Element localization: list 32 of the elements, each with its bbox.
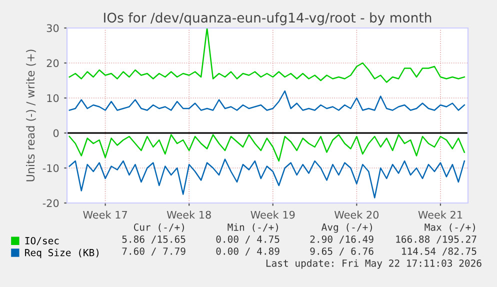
y-tick-label: -10 xyxy=(42,164,59,172)
text: Max (-/+) xyxy=(424,223,475,232)
line-series xyxy=(68,134,466,162)
x-tick-label: Week 17 xyxy=(83,210,127,219)
line-series xyxy=(68,158,466,198)
y-tick-label: -20 xyxy=(42,199,59,208)
text: Last update: Fri May 22 17:11:03 2026 xyxy=(266,259,482,269)
text: 5.86 /15.65 xyxy=(122,235,186,244)
y-tick-label: 10 xyxy=(47,94,59,102)
chart-title: IOs for /dev/quanza-eun-ufg14-vg/root - by month xyxy=(104,12,432,26)
line-series xyxy=(68,28,466,83)
x-tick-label: Week 19 xyxy=(250,210,295,219)
text: 166.88 /195.27 xyxy=(396,235,476,244)
text: 7.60 / 7.79 xyxy=(122,247,186,256)
x-tick-label: Week 21 xyxy=(418,210,462,219)
text: Cur (-/+) xyxy=(134,223,184,232)
line-series xyxy=(68,90,466,111)
legend-label: Req Size (KB) xyxy=(25,248,98,258)
y-tick-label: 20 xyxy=(46,59,59,68)
text: 2.90 /16.49 xyxy=(310,235,374,244)
text: Avg (-/+) xyxy=(322,223,372,233)
x-tick-label: Week 18 xyxy=(166,210,211,219)
text: 0.00 / 4.75 xyxy=(216,235,280,244)
y-tick-label: 30 xyxy=(46,24,59,32)
text: 9.65 / 6.76 xyxy=(310,247,374,256)
text: 0.00 / 4.89 xyxy=(216,247,280,256)
x-tick-label: Week 20 xyxy=(334,210,379,219)
text: Min (-/+) xyxy=(228,223,278,232)
legend-label: IO/sec xyxy=(25,237,59,246)
y-tick-label: 0 xyxy=(53,129,59,138)
text: 114.54 /82.75 xyxy=(402,247,476,256)
y-axis-title: Units read (-) / write (+) xyxy=(26,50,36,182)
